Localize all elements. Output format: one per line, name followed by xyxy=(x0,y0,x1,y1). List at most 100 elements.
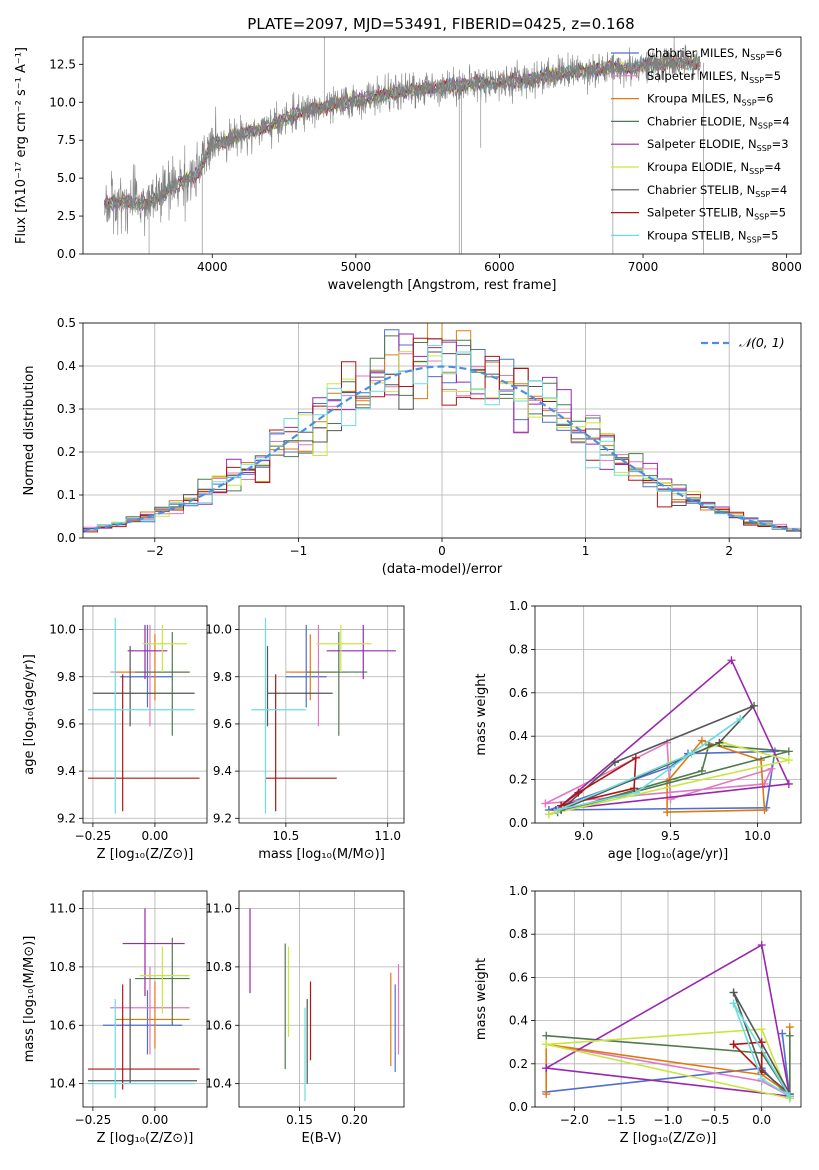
weight-vs-age-marker-kroupa-miles xyxy=(697,736,706,745)
mass-vs-ebv-ytick-label: 11.0 xyxy=(205,902,232,916)
spectrum-ytick-label: 12.5 xyxy=(49,57,76,71)
mass-vs-Z-ytick-label: 10.6 xyxy=(49,1018,76,1032)
spectrum-model-chabrier-elodie xyxy=(104,54,701,210)
spectrum-ylabel: Flux [fλ10⁻¹⁷ erg cm⁻² s⁻¹ A⁻¹] xyxy=(14,47,29,244)
spectrum-xtick-label: 7000 xyxy=(628,260,659,274)
spectrum-xtick-label: 5000 xyxy=(341,260,372,274)
weight-vs-age-marker-salpeter-stelib xyxy=(631,753,640,762)
weight-vs-age-marker-salpeter-miles xyxy=(767,764,776,773)
weight-vs-metallicity-panel: −2.0 −1.5 −1.0 −0.5 0.0 0.0 0.2 0.4 0.6 0.8 1.0 Z [… xyxy=(474,884,802,1146)
weight-vs-Z-line-kroupa-stelib xyxy=(732,1002,791,1097)
weight-vs-age-marker-chabrier-stelib xyxy=(750,701,759,710)
weight-vs-age-xtick-label: 9.0 xyxy=(574,829,593,843)
weight-vs-Z-marker-chabrier-elodie xyxy=(542,1031,551,1040)
weight-vs-age-marker-chabrier-elodie xyxy=(784,747,793,756)
weight-vs-age-marker-chabrier-stelib xyxy=(715,738,724,747)
weight-vs-Z-frame xyxy=(534,890,802,1108)
weight-vs-Z-ytick-label: 0.6 xyxy=(509,970,528,984)
mass-vs-ebv-frame xyxy=(238,890,405,1108)
age-vs-mass-ytick-label: 10.0 xyxy=(205,623,232,637)
mass-vs-ebv-ytick-label: 10.6 xyxy=(205,1018,232,1032)
mass-vs-Z-plot-area xyxy=(87,908,200,1099)
spectrum-model-kroupa-elodie xyxy=(104,55,701,211)
age-vs-mass-xtick-label: 10.5 xyxy=(272,829,299,843)
spectrum-model-salpeter-elodie xyxy=(104,56,701,212)
residuals-xtick-label: −1 xyxy=(290,544,308,558)
legend-entry-chabrier-miles: Chabrier MILES, NSSP=6 xyxy=(647,46,782,62)
age-vs-mass-panel: 10.5 11.0 9.2 9.4 9.6 9.8 10.0 mass [log₁₀(M/M⊙… xyxy=(205,605,405,862)
weight-vs-age-marker-kroupa-elodie xyxy=(784,756,793,765)
weight-vs-Z-marker-chabrier-miles xyxy=(778,1029,787,1038)
residuals-ytick-label: 0.0 xyxy=(57,531,76,545)
age-vs-Z-xtick-label: −0.25 xyxy=(75,829,112,843)
residuals-ytick-label: 0.1 xyxy=(57,488,76,502)
normal-curve xyxy=(83,365,801,532)
age-vs-mass-plot-area xyxy=(251,617,396,814)
legend-entry-salpeter-miles: Salpeter MILES, NSSP=5 xyxy=(647,69,781,85)
legend-entry-chabrier-stelib: Chabrier STELIB, NSSP=4 xyxy=(647,183,787,199)
age-vs-Z-ytick-label: 9.8 xyxy=(57,670,76,684)
spectrum-ytick-label: 0.0 xyxy=(57,247,76,261)
weight-vs-age-marker-salpeter-miles xyxy=(541,799,550,808)
spectrum-ytick-label: 2.5 xyxy=(57,209,76,223)
spectrum-plot-area xyxy=(104,37,704,254)
figure-title: PLATE=2097, MJD=53491, FIBERID=0425, z=0… xyxy=(247,15,634,33)
spectrum-xtick-label: 6000 xyxy=(484,260,515,274)
weight-vs-Z-xtick-label: −0.5 xyxy=(700,1113,729,1127)
spectrum-ytick-label: 10.0 xyxy=(49,95,76,109)
weight-vs-Z-marker-kroupa-stelib xyxy=(729,999,738,1008)
mass-vs-Z-ytick-label: 11.0 xyxy=(49,902,76,916)
mass-vs-metallicity-panel: −0.25 0.00 10.4 10.6 10.8 11.0 Z [log₁₀(Z/Z⊙)]… xyxy=(22,890,208,1146)
residuals-xlabel: (data-model)/error xyxy=(382,562,503,577)
mass-vs-Z-xlabel: Z [log₁₀(Z/Z⊙)] xyxy=(97,1131,194,1146)
weight-vs-Z-xtick-label: −1.5 xyxy=(607,1113,636,1127)
age-vs-Z-ytick-label: 10.0 xyxy=(49,623,76,637)
residuals-ytick-label: 0.4 xyxy=(57,359,76,373)
weight-vs-age-frame xyxy=(534,605,802,824)
weight-vs-Z-marker-salpeter-elodie xyxy=(542,1064,551,1073)
weight-vs-Z-marker-chabrier-elodie xyxy=(785,1031,794,1040)
weight-vs-Z-marker-kroupa-stelib xyxy=(785,1092,794,1101)
age-vs-Z-ytick-label: 9.2 xyxy=(57,811,76,825)
mass-vs-Z-frame xyxy=(82,890,208,1108)
spectrum-model-kroupa-stelib xyxy=(104,54,701,210)
age-vs-mass-ytick-label: 9.2 xyxy=(213,811,232,825)
legend-entry-salpeter-elodie: Salpeter ELODIE, NSSP=3 xyxy=(647,137,789,153)
weight-vs-Z-line-chabrier-elodie xyxy=(546,1034,791,1099)
age-vs-Z-ylabel: age [log₁₀(age/yr)] xyxy=(22,654,37,775)
weight-vs-age-marker-salpeter-elodie xyxy=(727,656,736,665)
age-vs-mass-ytick-label: 9.4 xyxy=(213,764,232,778)
age-vs-Z-ytick-label: 9.4 xyxy=(57,764,76,778)
mass-vs-ebv-ytick-label: 10.8 xyxy=(205,960,232,974)
age-vs-mass-ytick-label: 9.6 xyxy=(213,717,232,731)
weight-vs-age-plot-area xyxy=(541,656,793,819)
weight-vs-Z-ylabel: mass weight xyxy=(474,958,489,1040)
spectrum-frame xyxy=(82,36,802,255)
weight-vs-age-ytick-label: 1.0 xyxy=(509,599,528,613)
residual-hist-kroupa-stelib xyxy=(83,345,801,531)
weight-vs-Z-ytick-label: 0.2 xyxy=(509,1057,528,1071)
weight-vs-age-line-salpeter-elodie xyxy=(555,659,790,811)
weight-vs-Z-xtick-label: −1.0 xyxy=(653,1113,682,1127)
weight-vs-age-marker-kroupa-stelib xyxy=(687,749,696,758)
mass-vs-ebv-xtick-label: 0.20 xyxy=(341,1113,368,1127)
weight-vs-Z-ytick-label: 0.4 xyxy=(509,1014,528,1028)
mass-vs-Z-xtick-label: 0.00 xyxy=(142,1113,169,1127)
weight-vs-age-marker-kroupa-elodie xyxy=(544,810,553,819)
weight-vs-age-marker-kroupa-stelib xyxy=(553,805,562,814)
weight-vs-age-marker-kroupa-miles xyxy=(760,805,769,814)
weight-vs-Z-marker-kroupa-stelib xyxy=(757,1074,766,1083)
weight-vs-Z-marker-kroupa-miles xyxy=(542,1090,551,1099)
residuals-ytick-label: 0.3 xyxy=(57,402,76,416)
residuals-xtick-label: 2 xyxy=(725,544,733,558)
legend-entry-salpeter-stelib: Salpeter STELIB, NSSP=5 xyxy=(647,206,786,222)
age-vs-Z-xtick-label: 0.00 xyxy=(142,829,169,843)
weight-vs-Z-marker-salpeter-stelib xyxy=(729,1040,738,1049)
weight-vs-age-marker-chabrier-elodie xyxy=(697,766,706,775)
weight-vs-Z-ytick-label: 0.8 xyxy=(509,927,528,941)
weight-vs-age-xtick-label: 9.5 xyxy=(661,829,680,843)
spectrum-model-chabrier-miles xyxy=(104,56,701,210)
weight-vs-Z-plot-area xyxy=(542,941,794,1103)
weight-vs-Z-ytick-label: 0.0 xyxy=(509,1100,528,1114)
residuals-frame xyxy=(82,322,802,539)
